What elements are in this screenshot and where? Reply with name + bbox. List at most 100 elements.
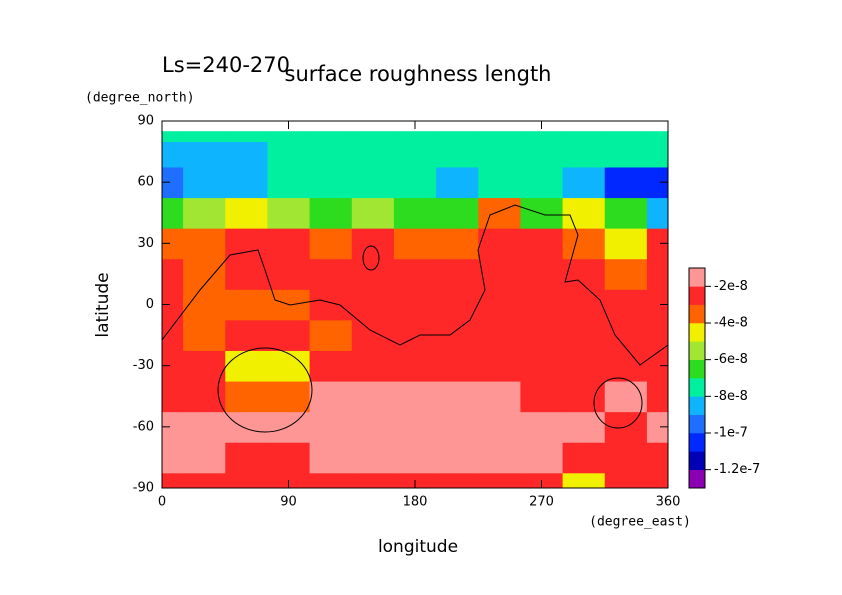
colorbar-tick-label: -2e-8 xyxy=(714,279,748,294)
field-cell xyxy=(520,380,564,413)
topography-contours xyxy=(162,204,668,433)
field-cell xyxy=(520,442,564,474)
y-tick-label: 60 xyxy=(137,175,154,190)
field-cell xyxy=(604,131,648,142)
field-cell xyxy=(436,141,479,168)
field-cell xyxy=(309,228,353,260)
field-cell xyxy=(562,131,606,142)
field-cell xyxy=(604,258,648,290)
field-cell xyxy=(351,228,395,260)
field-cell xyxy=(436,472,479,488)
field-cell xyxy=(225,319,269,351)
field-cell xyxy=(604,380,648,413)
field-cell xyxy=(183,350,226,382)
field-cell xyxy=(183,197,226,229)
field-cell xyxy=(393,197,437,229)
field-cell xyxy=(225,131,269,142)
field-cell xyxy=(267,319,311,351)
field-cell xyxy=(393,131,437,142)
field-cell xyxy=(646,350,668,382)
field-cell xyxy=(646,289,668,321)
contour-field xyxy=(162,131,668,488)
field-cell xyxy=(393,258,437,290)
x-axis-label: longitude xyxy=(378,537,458,557)
contour-line xyxy=(362,245,380,271)
field-cell xyxy=(604,289,648,321)
field-cell xyxy=(351,472,395,488)
y-tick-label: 30 xyxy=(137,236,154,251)
colorbar-swatch xyxy=(689,268,705,287)
field-cell xyxy=(162,380,184,413)
field-cell xyxy=(183,131,226,142)
field-cell xyxy=(351,411,395,443)
field-cell xyxy=(162,350,184,382)
colorbar-tick-label: -1.2e-7 xyxy=(714,462,760,477)
field-cell xyxy=(436,131,479,142)
field-cell xyxy=(351,141,395,168)
field-cell xyxy=(520,350,564,382)
y-axis-label: latitude xyxy=(93,272,113,337)
field-cell xyxy=(309,380,353,413)
field-cell xyxy=(393,289,437,321)
field-cell xyxy=(309,131,353,142)
field-cell xyxy=(267,411,311,443)
field-cell xyxy=(183,442,226,474)
field-cell xyxy=(183,380,226,413)
field-cell xyxy=(162,411,184,443)
field-cell xyxy=(436,258,479,290)
colorbar-swatch xyxy=(689,433,705,452)
field-cell xyxy=(351,131,395,142)
field-cell xyxy=(478,258,522,290)
colorbar-swatch xyxy=(689,286,705,305)
field-cell xyxy=(162,141,184,168)
field-cell xyxy=(183,411,226,443)
field-cell xyxy=(478,472,522,488)
field-cell xyxy=(478,442,522,474)
field-cell xyxy=(478,166,522,199)
field-cell xyxy=(562,228,606,260)
field-cell xyxy=(478,141,522,168)
field-cell xyxy=(436,289,479,321)
field-cell xyxy=(183,472,226,488)
field-cell xyxy=(436,197,479,229)
field-cell xyxy=(436,380,479,413)
field-cell xyxy=(478,319,522,351)
field-cell xyxy=(562,197,606,229)
field-cell xyxy=(562,141,606,168)
field-cell xyxy=(351,166,395,199)
field-cell xyxy=(562,411,606,443)
field-cell xyxy=(309,472,353,488)
field-cell xyxy=(309,319,353,351)
field-cell xyxy=(520,166,564,199)
field-cell xyxy=(351,380,395,413)
field-cell xyxy=(309,141,353,168)
field-cell xyxy=(646,141,668,168)
chart-title: surface roughness length xyxy=(285,62,552,86)
field-cell xyxy=(162,228,184,260)
field-cell xyxy=(478,228,522,260)
field-cell xyxy=(225,228,269,260)
contour-line xyxy=(162,204,668,366)
field-cell xyxy=(436,166,479,199)
field-cell xyxy=(478,411,522,443)
colorbar-swatch xyxy=(689,359,705,379)
field-cell xyxy=(436,350,479,382)
y-tick-label: -90 xyxy=(133,481,154,496)
field-cell xyxy=(478,380,522,413)
field-cell xyxy=(183,141,226,168)
field-cell xyxy=(225,350,269,382)
field-cell xyxy=(520,289,564,321)
field-cell xyxy=(351,289,395,321)
field-cell xyxy=(162,166,184,199)
colorbar-tick-label: -4e-8 xyxy=(714,316,748,331)
contour-line xyxy=(593,377,643,429)
field-cell xyxy=(562,380,606,413)
field-cell xyxy=(162,197,184,229)
field-cell xyxy=(604,197,648,229)
field-cell xyxy=(562,472,606,488)
subtitle: Ls=240-270 xyxy=(162,53,290,77)
colorbar: -1.2e-7 -1e-7 -8e-8 -6e-8 -4e-8 -2e-8 xyxy=(688,267,760,489)
field-cell xyxy=(646,166,668,199)
field-cell xyxy=(393,442,437,474)
